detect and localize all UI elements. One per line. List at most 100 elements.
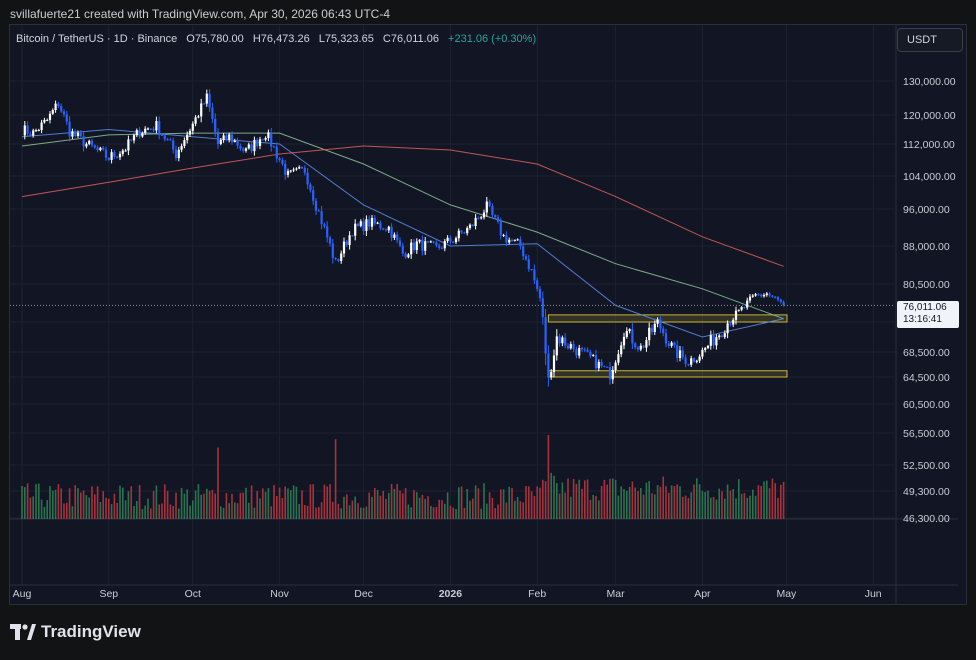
volume-bar [407, 504, 410, 519]
candle-body [653, 323, 656, 332]
candle-body [718, 335, 721, 338]
volume-bar [497, 504, 499, 519]
volume-bar [147, 498, 149, 519]
candle-body [522, 246, 525, 257]
candle-body [709, 335, 712, 346]
volume-bar [113, 493, 116, 519]
legend-open: O75,780.00 [186, 33, 244, 45]
candle-body [172, 140, 175, 150]
volume-bar [480, 508, 482, 519]
volume-bar [267, 488, 270, 519]
volume-bar [200, 494, 202, 519]
candle-body [712, 335, 715, 346]
support-zone [547, 370, 788, 378]
volume-bar [628, 487, 631, 519]
volume-bar [91, 486, 93, 519]
candle-body [219, 140, 222, 144]
candle-body [233, 140, 236, 143]
candle-body [312, 190, 315, 201]
volume-bar [71, 506, 74, 519]
volume-bar [127, 491, 130, 519]
candle-body [751, 295, 754, 297]
support-zones [547, 314, 788, 378]
candle-body [760, 294, 763, 297]
x-tick-label: Aug [13, 588, 32, 600]
candle-body [298, 167, 301, 169]
candle-body [340, 253, 343, 262]
volume-bar [760, 485, 762, 519]
volume-bar [452, 507, 454, 519]
volume-bar [726, 484, 729, 519]
volume-bar [768, 488, 771, 519]
volume-bar [225, 493, 228, 519]
volume-bar [732, 489, 734, 519]
candle-body [620, 345, 623, 355]
volume-bar [68, 488, 71, 519]
candle-body [538, 288, 542, 299]
candle-body [382, 228, 385, 230]
volume-bar [155, 485, 158, 519]
candle-body [149, 128, 152, 130]
chart-panel[interactable] [9, 24, 967, 605]
volume-bar [469, 500, 471, 519]
candle-body [267, 132, 270, 139]
candle-body [628, 329, 631, 332]
candle-body [460, 230, 463, 233]
x-tick-label: Oct [185, 588, 201, 600]
volume-bar [544, 481, 547, 519]
candle-body [48, 113, 52, 120]
currency-button[interactable]: USDT [897, 28, 963, 52]
volume-bar [413, 490, 415, 519]
volume-bar [550, 472, 552, 519]
candle-body [90, 140, 94, 146]
candle-body [746, 300, 749, 308]
candle-body [331, 243, 334, 258]
volume-bar [119, 485, 121, 519]
candle-body [188, 130, 192, 135]
volume-bar [312, 484, 314, 519]
volume-bar [410, 507, 412, 519]
volume-bar [208, 490, 211, 519]
volume-bar [578, 479, 580, 519]
candle-body [508, 239, 511, 243]
volume-bar [166, 490, 169, 519]
candle-body [695, 360, 698, 362]
volume-bar [189, 505, 191, 519]
candle-body [687, 363, 690, 365]
candle-body [253, 139, 256, 152]
volume-bar [645, 482, 648, 519]
candle-body [104, 149, 108, 158]
candle-body [692, 358, 696, 362]
volume-bar [435, 506, 438, 519]
candle-body [662, 328, 665, 334]
candle-body [552, 355, 556, 373]
candle-body [480, 217, 483, 219]
volume-bar [631, 481, 634, 519]
volume-bar [488, 492, 491, 519]
candle-body [40, 122, 43, 131]
volume-bar [771, 478, 774, 519]
candle-body [272, 146, 276, 148]
candle-body [734, 310, 738, 320]
volume-bar [766, 480, 768, 519]
candle-body [205, 93, 208, 104]
moving-averages [21, 128, 784, 338]
candle-body [247, 144, 250, 149]
volume-bar [320, 502, 323, 519]
volume-bar [774, 483, 776, 519]
candle-body [424, 241, 427, 251]
candle-body [404, 253, 407, 258]
volume-bar [460, 486, 463, 519]
candle-body [289, 170, 292, 172]
volume-bar [371, 496, 373, 519]
candle-body [26, 125, 29, 134]
legend-low: L75,323.65 [318, 33, 374, 45]
candle-body [384, 229, 388, 231]
volume-bar [581, 488, 583, 519]
y-tick-label: 52,500.00 [903, 460, 950, 472]
volume-bar [390, 483, 393, 519]
candle-body [642, 345, 645, 348]
candle-body [323, 224, 326, 227]
x-tick-label: Nov [270, 588, 289, 600]
